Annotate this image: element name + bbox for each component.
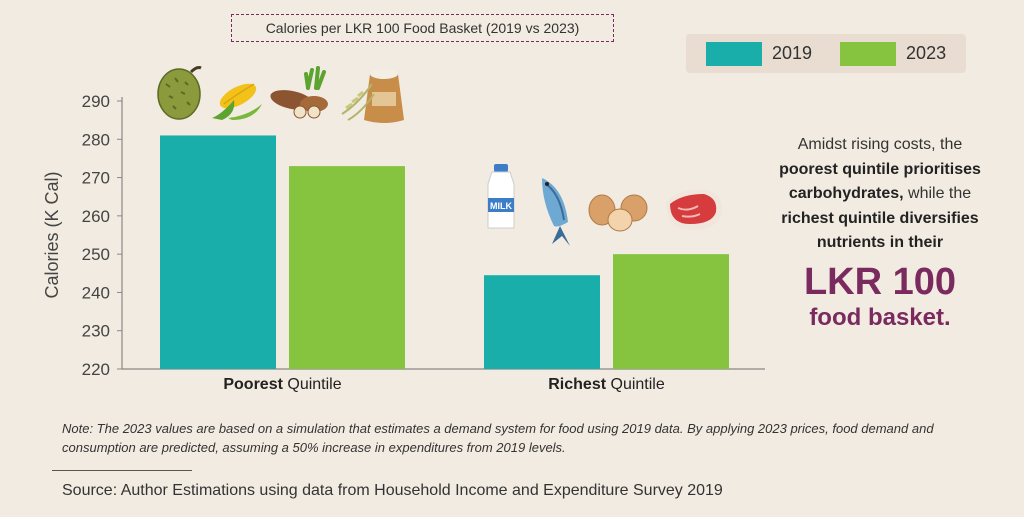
corn-icon (212, 83, 262, 120)
y-axis-label: Calories (K Cal) (42, 171, 62, 298)
source-line: Source: Author Estimations using data fr… (62, 482, 723, 499)
side-line-3: carbohydrates, while the (788, 185, 972, 202)
side-line-4: richest quintile diversifies (781, 209, 979, 227)
legend-item-2019: 2019 (706, 41, 813, 66)
side-highlight-basket: food basket. (809, 303, 951, 331)
y-tick-label: 240 (82, 283, 110, 302)
bar-2023-1 (613, 254, 729, 369)
chart-title: Calories per LKR 100 Food Basket (2019 v… (231, 14, 614, 42)
y-tick-label: 260 (82, 207, 110, 226)
meat-icon (666, 189, 723, 230)
bar-chart: 220 230 240 250 260 270 280 290 Calories (K Cal)… (42, 92, 765, 393)
legend-label-2019: 2019 (772, 43, 813, 63)
y-tick-label: 290 (82, 92, 110, 111)
legend-label-2023: 2023 (906, 43, 947, 63)
y-tick-label: 280 (82, 130, 110, 149)
side-line-1: Amidst rising costs, the (797, 136, 963, 153)
fish-icon (542, 178, 570, 246)
x-category-label: Poorest Quintile (223, 376, 341, 393)
legend-swatch-2019 (706, 41, 762, 66)
cassava-icon (270, 66, 328, 119)
bar-2019-0 (160, 135, 276, 369)
jackfruit-icon (157, 66, 202, 120)
x-category-label: Richest Quintile (548, 376, 665, 393)
y-tick-label: 250 (82, 245, 110, 264)
milk-label: MILK (490, 201, 512, 211)
legend: 2019 2023 (686, 34, 966, 73)
side-line-5: nutrients in their (816, 234, 944, 251)
side-annotation: Amidst rising costs, the poorest quintil… (765, 133, 995, 332)
divider (52, 470, 192, 471)
eggs-icon (588, 194, 648, 232)
y-tick-label: 270 (82, 169, 110, 188)
legend-swatch-2023 (840, 41, 897, 66)
footnote: Note: The 2023 values are based on a sim… (62, 421, 934, 455)
side-highlight-amount: LKR 100 (803, 260, 957, 303)
y-tick-label: 220 (82, 360, 110, 379)
bar-2023-0 (289, 166, 405, 369)
side-line-2: poorest quintile prioritises (779, 160, 981, 178)
legend-item-2023: 2023 (840, 41, 947, 66)
y-tick-label: 230 (82, 322, 110, 341)
milk-bottle-icon: MILK (487, 164, 515, 229)
bar-2019-1 (484, 275, 600, 369)
rice-sack-icon (341, 69, 404, 123)
